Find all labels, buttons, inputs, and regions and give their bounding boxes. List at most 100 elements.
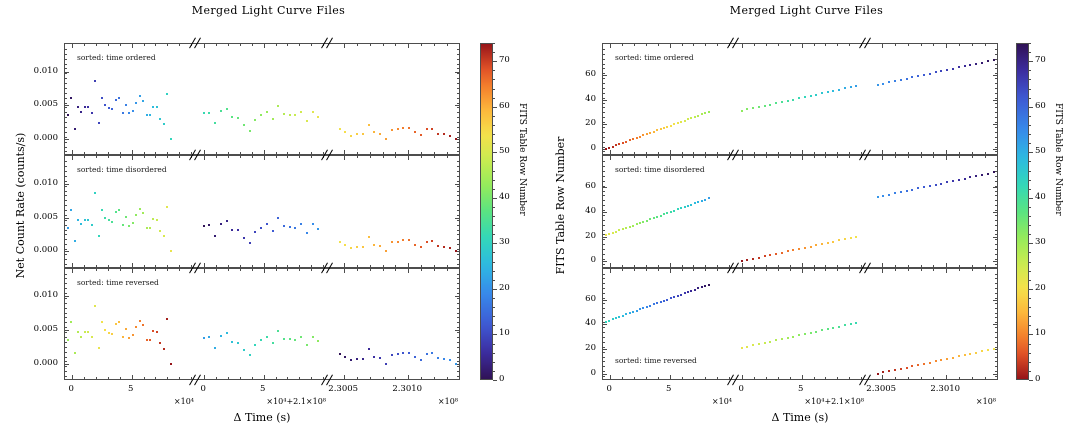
y-axis-minor-tick <box>995 302 997 304</box>
x-axis-tick <box>204 150 206 155</box>
data-point <box>131 221 134 224</box>
x-axis-minor-tick <box>251 376 253 379</box>
x-axis-minor-tick <box>777 44 779 46</box>
y-axis-minor-tick <box>65 278 67 280</box>
x-axis-minor-tick <box>251 264 253 267</box>
x-axis-minor-tick <box>813 44 815 46</box>
y-axis-minor-tick <box>603 337 605 339</box>
data-point <box>402 351 405 354</box>
figure-right-x-axis-label: Δ Time (s) <box>771 411 829 424</box>
x-axis-minor-tick <box>433 152 435 155</box>
x-axis-minor-tick <box>971 152 973 155</box>
y-axis-tick <box>455 217 459 219</box>
axis-break-gap <box>194 268 200 379</box>
x-axis-minor-tick <box>984 156 986 159</box>
x-axis-minor-tick <box>861 264 863 267</box>
y-axis-minor-tick <box>457 58 459 60</box>
y-axis-minor-tick <box>995 293 997 295</box>
data-point <box>425 128 428 131</box>
x-axis-minor-tick <box>239 264 241 267</box>
colorbar-minor-tick <box>1029 124 1031 126</box>
y-axis-minor-tick <box>65 322 67 324</box>
y-axis-minor-tick <box>65 327 67 329</box>
data-point <box>666 125 669 128</box>
data-point <box>294 114 297 117</box>
x-axis-minor-tick <box>984 152 986 155</box>
colorbar-tick <box>1029 380 1033 381</box>
x-axis-minor-tick <box>849 156 851 159</box>
x-axis-tick <box>669 156 671 161</box>
data-point <box>242 124 245 127</box>
x-axis-minor-tick <box>705 376 707 379</box>
y-axis-minor-tick <box>603 122 605 124</box>
x-axis-minor-tick <box>395 264 397 267</box>
x-axis-minor-tick <box>228 268 230 271</box>
colorbar-minor-tick <box>1029 225 1031 227</box>
y-axis-minor-tick <box>603 73 605 75</box>
data-point <box>138 95 141 98</box>
y-axis-minor-tick <box>65 224 67 226</box>
data-point <box>803 96 806 99</box>
data-point <box>690 203 693 206</box>
y-axis-minor-tick <box>603 317 605 319</box>
x-axis-minor-tick <box>933 152 935 155</box>
y-axis-tick <box>455 296 459 298</box>
x-axis-minor-tick <box>446 376 448 379</box>
data-point <box>809 245 812 248</box>
data-point <box>969 64 972 66</box>
colorbar-tick-label: 10 <box>1035 328 1046 339</box>
x-axis-minor-tick <box>96 152 98 155</box>
data-point <box>815 93 818 96</box>
x-axis-minor-tick <box>777 264 779 267</box>
data-point <box>700 113 703 116</box>
y-axis-minor-tick <box>995 117 997 119</box>
y-axis-tick-label: 60 <box>585 68 596 79</box>
x-axis-minor-tick <box>959 268 960 271</box>
y-axis-minor-tick <box>603 297 605 299</box>
x-axis-minor-tick <box>459 156 460 158</box>
data-point <box>934 71 937 74</box>
x-axis-tick <box>72 262 74 267</box>
x-axis-tick <box>882 262 884 267</box>
x-axis-minor-tick <box>789 152 791 155</box>
x-axis-tick <box>669 150 671 155</box>
x-axis-minor-tick <box>84 44 86 46</box>
data-point <box>214 347 217 350</box>
data-point <box>780 101 783 104</box>
data-point <box>162 235 165 238</box>
y-axis-minor-tick <box>65 234 67 236</box>
data-point <box>923 362 926 365</box>
data-point <box>361 133 364 136</box>
y-axis-minor-tick <box>457 78 459 80</box>
axis-break-marker <box>188 37 204 49</box>
x-axis-minor-tick <box>959 376 960 379</box>
y-axis-minor-tick <box>603 351 605 353</box>
data-point <box>786 99 789 102</box>
data-point <box>111 220 114 223</box>
x-axis-minor-tick <box>421 264 422 267</box>
x-axis-tick <box>882 268 884 273</box>
y-axis-minor-tick <box>603 63 605 65</box>
x-axis-tick-label: 0 <box>606 384 612 394</box>
y-axis-minor-tick <box>603 219 605 221</box>
y-axis-minor-tick <box>65 361 67 363</box>
y-axis-minor-tick <box>995 205 997 207</box>
x-axis-tick-label: 0 <box>738 384 744 394</box>
y-axis-minor-tick <box>65 249 67 251</box>
y-axis-minor-tick <box>65 307 67 309</box>
x-axis-minor-tick <box>179 264 181 267</box>
axis-break-marker <box>320 149 336 161</box>
x-axis-minor-tick <box>997 265 998 267</box>
data-point <box>662 299 665 302</box>
colorbar-minor-tick <box>1029 352 1031 354</box>
colorbar-tick <box>1029 288 1033 290</box>
y-axis-minor-tick <box>995 68 997 70</box>
colorbar-minor-tick <box>1029 143 1031 145</box>
x-axis-minor-tick <box>369 268 371 271</box>
y-axis-minor-tick <box>995 73 997 75</box>
panel-annotation: sorted: time ordered <box>77 53 156 62</box>
y-axis-minor-tick <box>995 229 997 231</box>
x-axis-minor-tick <box>766 156 768 159</box>
y-axis-minor-tick <box>457 92 459 94</box>
x-axis-tick <box>204 156 206 161</box>
